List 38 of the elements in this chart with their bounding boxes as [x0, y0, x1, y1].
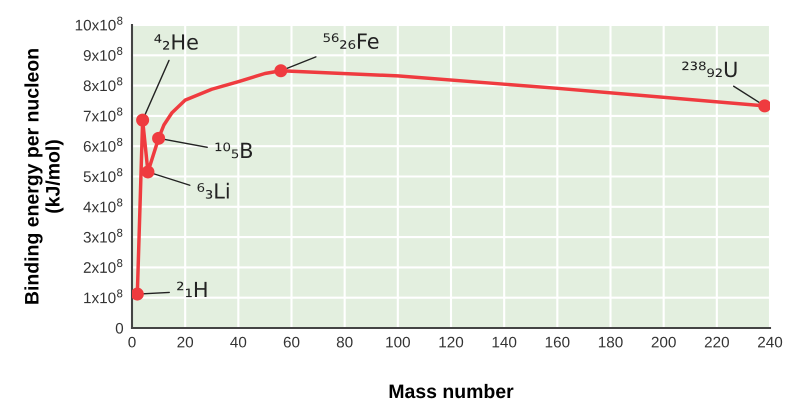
- y-tick-label: 8x10$^{8}$: [84, 77, 122, 92]
- x-tick-label: 20: [177, 336, 194, 348]
- x-tick-label: 60: [284, 336, 300, 348]
- x-tick-label: 180: [598, 336, 623, 348]
- x-axis-title: Mass number: [390, 384, 514, 398]
- point: [152, 132, 166, 145]
- point: [758, 99, 770, 112]
- x-tick-label: 0: [128, 336, 136, 348]
- y-tick-label: 10x10$^{8}$: [76, 16, 122, 31]
- y-tick-label: 3x10$^{8}$: [84, 228, 122, 243]
- annotation: ²₁H: [177, 282, 207, 298]
- x-tick-label: 100: [386, 336, 410, 348]
- x-tick-label: 160: [546, 336, 570, 348]
- y-tick-label: 6x10$^{8}$: [84, 138, 122, 152]
- y-tick-label: 0: [116, 322, 124, 334]
- x-tick-label: 140: [492, 336, 516, 348]
- x-tick-label: 220: [704, 336, 729, 348]
- annotation: ¹⁰₅B: [216, 142, 252, 158]
- x-tick-label: 80: [336, 336, 353, 348]
- x-tick-label: 40: [230, 336, 246, 348]
- annotation: ⁵⁶₂₆Fe: [324, 33, 378, 50]
- annotation: ⁶₃Li: [198, 182, 229, 199]
- annotation: ²³⁸₉₂U: [682, 61, 737, 78]
- y-tick-label: 7x10$^{8}$: [84, 108, 122, 122]
- y-tick-label: 4x10$^{8}$: [83, 198, 122, 212]
- x-tick-label: 200: [652, 336, 676, 348]
- y-axis-title: Binding energy per nucleon (kJ/mol): [24, 49, 64, 304]
- annotation: ⁴₂He: [154, 34, 198, 50]
- point: [141, 165, 154, 178]
- y-tick-label: 9x10$^{8}$: [84, 46, 122, 61]
- x-tick-label: 240: [758, 336, 782, 348]
- x-tick-label: 120: [439, 336, 464, 348]
- point: [274, 64, 288, 78]
- point: [136, 114, 150, 127]
- y-tick-label: 5x10$^{8}$: [84, 168, 122, 182]
- y-tick-label: 1x10$^{8}$: [84, 289, 122, 304]
- point: [132, 288, 144, 301]
- y-tick-label: 2x10$^{8}$: [84, 259, 122, 273]
